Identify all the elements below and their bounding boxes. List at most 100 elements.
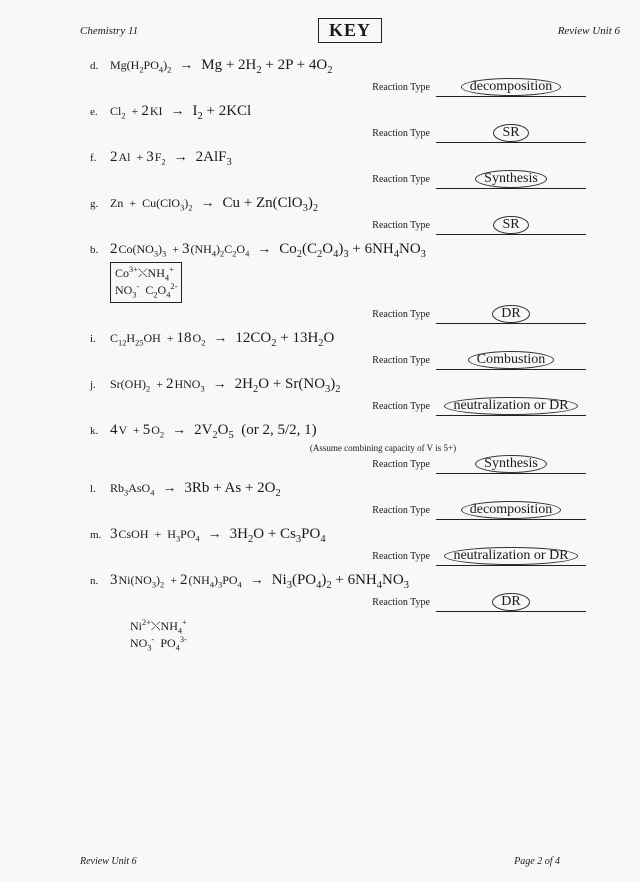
equation-row: b.2Co(NO3)3 + 3(NH4)2C2O4 → Co2(C2O4)3 + 6…	[90, 241, 616, 260]
page-footer: Review Unit 6 Page 2 of 4	[20, 856, 620, 867]
problem-list: d.Mg(H2PO4)2 → Mg + 2H2 + 2P + 4O2 Reaction…	[20, 57, 620, 653]
arrow-icon: →	[208, 527, 222, 543]
reaction-type-label: Reaction Type	[372, 551, 430, 562]
problem: m.3CsOH + H3PO4 → 3H2O + Cs3PO4 Reaction Ty…	[90, 526, 616, 566]
products: 3Rb + As + 2O2	[184, 480, 280, 499]
reaction-type-row: Reaction Type neutralization or DR	[90, 397, 616, 416]
reactants: 2Co(NO3)3 + 3(NH4)2C2O4	[110, 241, 249, 258]
reaction-type-label: Reaction Type	[372, 309, 430, 320]
reaction-type-row: Reaction Type Combustion	[90, 351, 616, 370]
ion-box: Co3+⤬NH4+NO3- C2O42-	[110, 262, 182, 303]
problem-letter: n.	[90, 575, 110, 587]
equation-row: k.4V + 5O2→2V2O5 (or 2, 5/2, 1)	[90, 422, 616, 441]
problem-letter: f.	[90, 152, 110, 164]
equation-row: g.Zn + Cu(ClO3)2→Cu + Zn(ClO3)2	[90, 195, 616, 214]
problem-letter: g.	[90, 198, 110, 210]
problem-letter: l.	[90, 483, 110, 495]
products: 2AlF3	[196, 149, 232, 168]
problem: k.4V + 5O2→2V2O5 (or 2, 5/2, 1)(Assume c…	[90, 422, 616, 474]
header-unit: Review Unit 6	[382, 25, 620, 37]
problem: g.Zn + Cu(ClO3)2→Cu + Zn(ClO3)2Reaction …	[90, 195, 616, 235]
reaction-type-value: neutralization or DR	[436, 397, 586, 416]
reaction-type-row: Reaction Type neutralization or DR	[90, 547, 616, 566]
products: 2V2O5 (or 2, 5/2, 1)	[194, 422, 317, 441]
ion-notes: Ni2+⤬NH4+NO3- PO43-	[130, 618, 616, 653]
products: I2 + 2KCl	[192, 103, 251, 122]
problem: d.Mg(H2PO4)2 → Mg + 2H2 + 2P + 4O2 Reaction…	[90, 57, 616, 97]
problem-letter: e.	[90, 106, 110, 118]
reactants: Cl2 + 2KI	[110, 103, 162, 120]
equation-row: f.2Al + 3F2 → 2AlF3	[90, 149, 616, 168]
problem: j.Sr(OH)2 + 2HNO3→2H2O + Sr(NO3)2Reactio…	[90, 376, 616, 416]
reaction-type-value: DR	[436, 593, 586, 612]
reaction-type-label: Reaction Type	[372, 174, 430, 185]
reaction-type-value: SR	[436, 216, 586, 235]
products: Cu + Zn(ClO3)2	[222, 195, 318, 214]
key-label: KEY	[318, 18, 382, 43]
assumption-note: (Assume combining capacity of V is 5+)	[150, 443, 616, 453]
reactants: 3CsOH + H3PO4	[110, 526, 200, 543]
products: 12CO2 + 13H2O	[235, 330, 334, 349]
arrow-icon: →	[179, 58, 193, 74]
arrow-icon: →	[174, 150, 188, 166]
reaction-type-row: Reaction Type Synthesis	[90, 170, 616, 189]
arrow-icon: →	[170, 104, 184, 120]
problem: f.2Al + 3F2 → 2AlF3 Reaction Type Synthesis	[90, 149, 616, 189]
problem: i.C12H25OH + 18O2 → 12CO2 + 13H2O Reaction …	[90, 330, 616, 370]
problem-letter: m.	[90, 529, 110, 541]
reaction-type-value: Synthesis	[436, 170, 586, 189]
reaction-type-value: decomposition	[436, 78, 586, 97]
products: 3H2O + Cs3PO4	[230, 526, 326, 545]
arrow-icon: →	[250, 573, 264, 589]
reaction-type-row: Reaction Type DR	[90, 305, 616, 324]
reactants: C12H25OH + 18O2	[110, 330, 205, 347]
problem-letter: i.	[90, 333, 110, 345]
equation-row: d.Mg(H2PO4)2 → Mg + 2H2 + 2P + 4O2	[90, 57, 616, 76]
equation-row: i.C12H25OH + 18O2 → 12CO2 + 13H2O	[90, 330, 616, 349]
footer-right: Page 2 of 4	[514, 856, 560, 867]
reaction-type-value: Synthesis	[436, 455, 586, 474]
problem: b.2Co(NO3)3 + 3(NH4)2C2O4 → Co2(C2O4)3 + 6…	[90, 241, 616, 324]
reaction-type-label: Reaction Type	[372, 355, 430, 366]
reactants: 4V + 5O2	[110, 422, 164, 439]
reaction-type-row: Reaction Type decomposition	[90, 501, 616, 520]
reaction-type-label: Reaction Type	[372, 401, 430, 412]
reaction-type-row: Reaction Type Synthesis	[90, 455, 616, 474]
reaction-type-label: Reaction Type	[372, 128, 430, 139]
reaction-type-row: Reaction Type SR	[90, 124, 616, 143]
header-course: Chemistry 11	[20, 25, 318, 37]
reaction-type-label: Reaction Type	[372, 505, 430, 516]
problem: n.3Ni(NO3)2 + 2(NH4)3PO4→Ni3(PO4)2 + 6NH…	[90, 572, 616, 653]
reactants: 3Ni(NO3)2 + 2(NH4)3PO4	[110, 572, 242, 589]
problem-letter: j.	[90, 379, 110, 391]
page-header: Chemistry 11 KEY Review Unit 6	[20, 18, 620, 43]
reaction-type-value: DR	[436, 305, 586, 324]
equation-row: j.Sr(OH)2 + 2HNO3→2H2O + Sr(NO3)2	[90, 376, 616, 395]
reactants: Sr(OH)2 + 2HNO3	[110, 376, 205, 393]
reactants: Mg(H2PO4)2	[110, 58, 171, 74]
reaction-type-row: Reaction TypeDR	[90, 593, 616, 612]
reaction-type-label: Reaction Type	[372, 459, 430, 470]
reaction-type-value: SR	[436, 124, 586, 143]
reaction-type-row: Reaction Typedecomposition	[90, 78, 616, 97]
reactants: 2Al + 3F2	[110, 149, 166, 166]
arrow-icon: →	[162, 481, 176, 497]
problem-letter: b.	[90, 244, 110, 256]
problem: e.Cl2 + 2KI → I2 + 2KCl Reaction Type SR	[90, 103, 616, 143]
problem: l.Rb3AsO4 → 3Rb + As + 2O2 Reaction Type dec…	[90, 480, 616, 520]
footer-left: Review Unit 6	[80, 856, 137, 867]
reaction-type-value: neutralization or DR	[436, 547, 586, 566]
arrow-icon: →	[257, 242, 271, 258]
arrow-icon: →	[213, 377, 227, 393]
arrow-icon: →	[200, 196, 214, 212]
reaction-type-value: Combustion	[436, 351, 586, 370]
arrow-icon: →	[213, 331, 227, 347]
equation-row: l.Rb3AsO4 → 3Rb + As + 2O2	[90, 480, 616, 499]
reaction-type-label: Reaction Type	[372, 220, 430, 231]
arrow-icon: →	[172, 423, 186, 439]
problem-letter: d.	[90, 60, 110, 72]
products: Mg + 2H2 + 2P + 4O2	[201, 57, 332, 76]
reactants: Rb3AsO4	[110, 481, 154, 497]
products: Co2(C2O4)3 + 6NH4NO3	[279, 241, 426, 260]
reaction-type-value: decomposition	[436, 501, 586, 520]
